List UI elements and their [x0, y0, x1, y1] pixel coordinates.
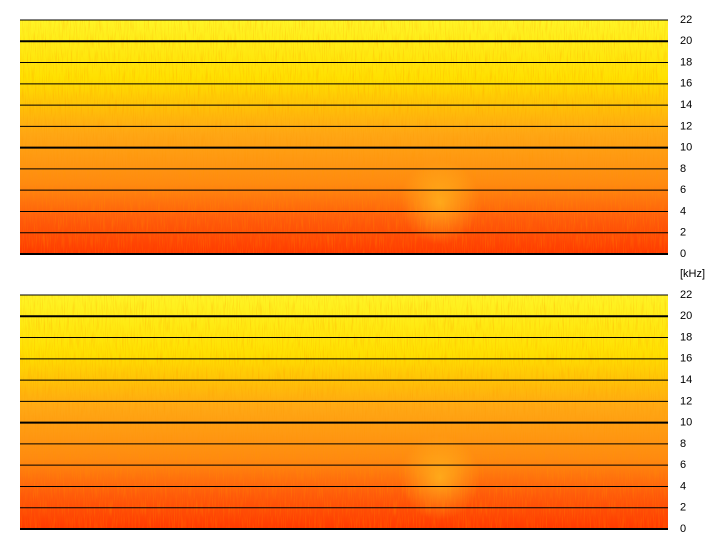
y-tick-label: 18 [680, 56, 692, 68]
spectrogram-noise [20, 20, 668, 254]
y-tick-label: 6 [680, 459, 686, 471]
y-tick-label: 16 [680, 353, 692, 365]
y-tick-label: 14 [680, 99, 692, 111]
y-tick-label: 12 [680, 120, 692, 132]
spectrogram-quiet-region [400, 435, 480, 520]
y-tick-label: 12 [680, 395, 692, 407]
y-tick-label: 4 [680, 205, 686, 217]
y-tick-label: 8 [680, 163, 686, 175]
y-tick-label: 0 [680, 523, 686, 535]
y-tick-label: 20 [680, 35, 692, 47]
y-tick-label: 18 [680, 331, 692, 343]
y-tick-label: 8 [680, 438, 686, 450]
y-tick-label: 22 [680, 289, 692, 301]
y-tick-label: 2 [680, 227, 686, 239]
y-tick-label: 6 [680, 184, 686, 196]
y-tick-label: 16 [680, 78, 692, 90]
y-tick-label: 0 [680, 248, 686, 260]
y-tick-label: 14 [680, 374, 692, 386]
y-axis-label: [kHz] [680, 268, 705, 280]
y-tick-label: 4 [680, 480, 686, 492]
y-tick-label: 10 [680, 142, 692, 154]
spectrogram-noise [20, 295, 668, 529]
y-tick-label: 20 [680, 310, 692, 322]
y-tick-label: 10 [680, 417, 692, 429]
y-tick-label: 22 [680, 14, 692, 26]
y-tick-label: 2 [680, 502, 686, 514]
spectrogram-quiet-region [400, 160, 480, 245]
